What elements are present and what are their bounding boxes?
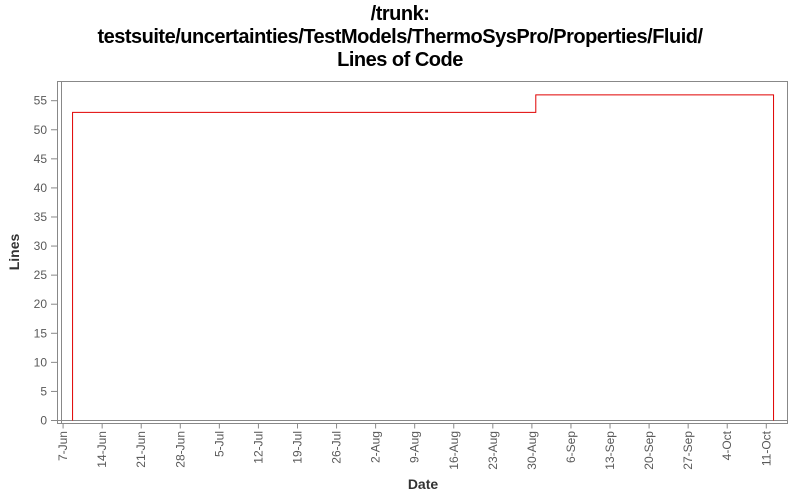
y-tick-label: 45 xyxy=(34,152,48,166)
title-line-1: /trunk: xyxy=(370,3,430,25)
plot-border xyxy=(57,81,788,424)
x-tick-label: 13-Sep xyxy=(603,431,617,470)
y-axis-ticks: 0 5 10 15 20 25 30 35 40 45 50 55 xyxy=(34,94,58,428)
loc-series-line xyxy=(72,94,775,421)
y-tick-label: 15 xyxy=(34,326,48,340)
x-tick-label: 7-Jun xyxy=(56,431,70,461)
x-tick-label: 12-Jul xyxy=(251,431,265,464)
x-axis-title: Date xyxy=(408,476,439,492)
x-tick-label: 19-Jul xyxy=(290,431,304,464)
title-line-3: Lines of Code xyxy=(337,49,463,71)
x-tick-label: 5-Jul xyxy=(212,431,226,457)
y-tick-label: 50 xyxy=(34,123,48,137)
y-tick-label: 5 xyxy=(40,384,47,398)
y-tick-label: 25 xyxy=(34,268,48,282)
x-axis-ticks: 7-Jun 14-Jun 21-Jun 28-Jun 5-Jul 12-Jul 19-Jul… xyxy=(56,423,773,470)
x-tick-label: 9-Aug xyxy=(408,431,422,463)
y-tick-label: 35 xyxy=(34,210,48,224)
y-tick-label: 40 xyxy=(34,181,48,195)
x-tick-label: 28-Jun xyxy=(173,431,187,468)
title-line-2: testsuite/uncertainties/TestModels/Therm… xyxy=(97,26,703,48)
x-tick-label: 14-Jun xyxy=(95,431,109,468)
x-tick-label: 23-Aug xyxy=(486,431,500,470)
x-tick-label: 4-Oct xyxy=(720,430,734,460)
series-lines xyxy=(72,94,775,421)
y-tick-label: 10 xyxy=(34,355,48,369)
y-axis-title: Lines xyxy=(6,234,22,271)
y-tick-label: 20 xyxy=(34,297,48,311)
page-title: /trunk: testsuite/uncertainties/TestMode… xyxy=(0,3,800,72)
x-tick-label: 30-Aug xyxy=(525,431,539,470)
x-tick-label: 16-Aug xyxy=(447,431,461,470)
y-tick-label: 55 xyxy=(34,94,48,108)
x-tick-label: 21-Jun xyxy=(134,431,148,468)
x-tick-label: 6-Sep xyxy=(564,431,578,463)
x-tick-label: 11-Oct xyxy=(759,430,773,466)
x-tick-label: 2-Aug xyxy=(369,431,383,463)
x-tick-label: 27-Sep xyxy=(681,431,695,470)
x-tick-label: 26-Jul xyxy=(330,431,344,464)
y-tick-label: 30 xyxy=(34,239,48,253)
x-tick-label: 20-Sep xyxy=(642,431,656,470)
y-tick-label: 0 xyxy=(40,414,47,428)
